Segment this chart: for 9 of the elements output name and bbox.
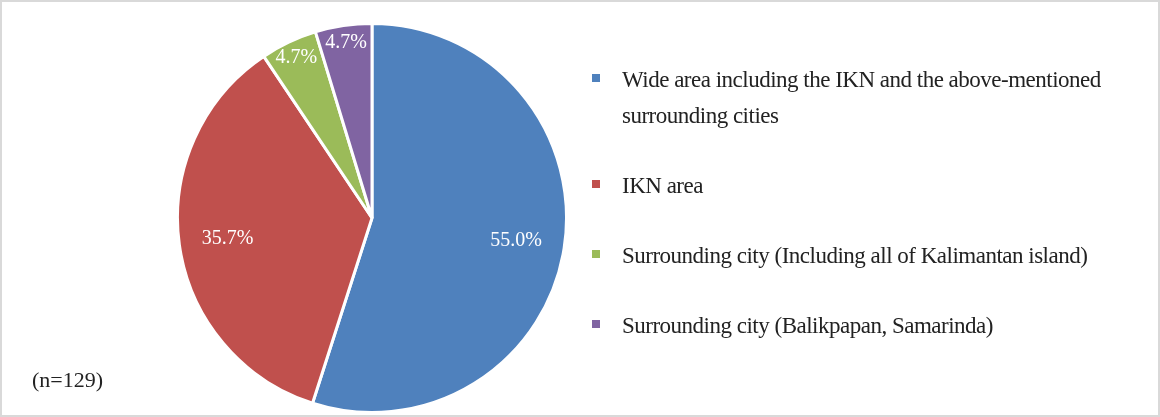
legend-label: IKN area	[621, 172, 704, 200]
text: (n=129)	[32, 367, 104, 393]
data-label: 4.7%	[275, 45, 318, 68]
data-label: 4.7%	[325, 30, 367, 53]
data-label: 55.0%	[490, 227, 542, 250]
legend-label: Wide area including the IKN and the above-mentioned surrounding cities	[621, 66, 1102, 130]
legend-label: Surrounding city (Including all of Kalimantan island)	[621, 242, 1089, 270]
data-label: 35.7%	[201, 225, 254, 248]
legend-label: Surrounding city (Balikpapan, Samarinda)	[621, 312, 994, 340]
